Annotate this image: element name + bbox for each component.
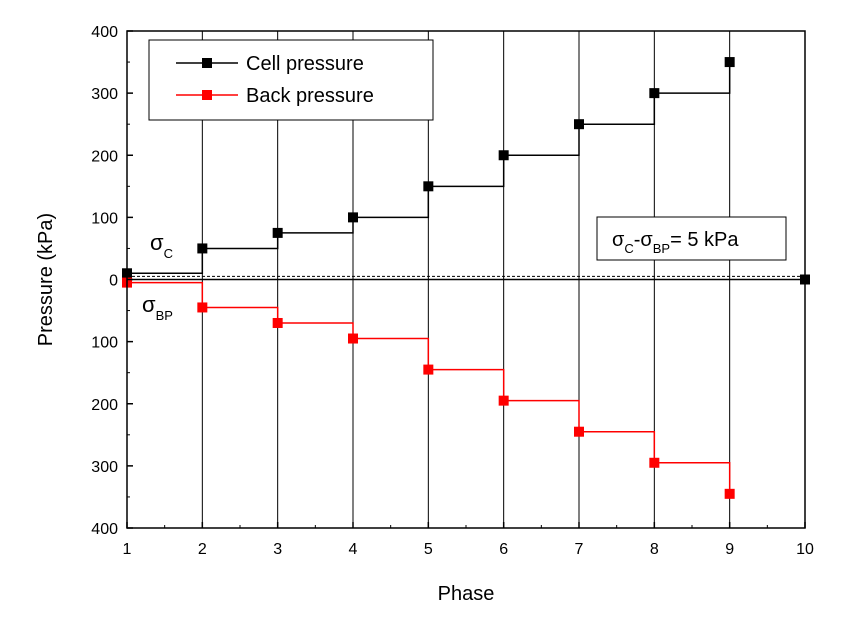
series-1-point-6 <box>574 426 584 437</box>
y-tick-label-2: 200 <box>91 148 118 165</box>
series-0-point-3 <box>348 212 358 223</box>
annotation-sub-2: BP <box>653 241 670 256</box>
legend: Cell pressure Back pressure <box>148 39 434 121</box>
series-1-point-1 <box>197 302 208 313</box>
x-tick-label-2: 2 <box>198 541 207 558</box>
y-tick-label-6: 200 <box>91 397 118 414</box>
annotation-sigma-1: σ <box>612 229 625 251</box>
annotation-sub-1: C <box>624 241 633 256</box>
series-1-point-5 <box>498 395 509 406</box>
annotation-box <box>596 216 787 261</box>
series-0-point-2 <box>272 227 283 238</box>
annotation-dash: - <box>634 229 641 251</box>
legend-label-cell: Cell pressure <box>246 53 364 75</box>
legend-marker-cell <box>202 58 212 68</box>
x-tick-label-3: 3 <box>273 541 282 558</box>
sigma-bp-symbol: σ <box>142 292 156 317</box>
y-tick-label-0: 400 <box>91 24 118 41</box>
annotation-rest: = 5 kPa <box>670 229 739 251</box>
sigma-c-label: σC <box>150 230 173 261</box>
x-axis-title: Phase <box>438 583 495 605</box>
x-tick-label-9: 9 <box>725 541 734 558</box>
x-tick-label-4: 4 <box>349 541 358 558</box>
series-0-point-5 <box>498 150 509 161</box>
series-0-point-1 <box>197 243 208 254</box>
series-1-point-8 <box>724 488 735 499</box>
series-0-point-6 <box>574 119 584 130</box>
series-0-point-4 <box>423 181 434 192</box>
x-tick-label-7: 7 <box>575 541 584 558</box>
zero-lines <box>127 275 805 281</box>
sigma-bp-subscript: BP <box>156 308 173 323</box>
series-1-point-3 <box>348 333 358 344</box>
x-tick-label-6: 6 <box>499 541 508 558</box>
y-tick-label-3: 100 <box>91 210 118 227</box>
sigma-c-subscript: C <box>164 246 173 261</box>
y-tick-label-1: 300 <box>91 86 118 103</box>
pressure-difference-annotation: σC-σBP= 5 kPa <box>596 216 787 261</box>
y-tick-label-7: 300 <box>91 459 118 476</box>
axis-ticks <box>126 30 806 529</box>
series-1-point-4 <box>423 364 434 375</box>
x-tick-label-8: 8 <box>650 541 659 558</box>
y-tick-label-8: 400 <box>91 521 118 538</box>
y-axis-title: Pressure (kPa) <box>35 213 57 346</box>
legend-label-back: Back pressure <box>246 85 374 107</box>
y-tick-label-5: 100 <box>91 335 118 352</box>
annotation-text: σC-σBP= 5 kPa <box>612 229 739 256</box>
series-layer <box>122 57 810 499</box>
legend-marker-back <box>202 90 212 100</box>
annotation-sigma-2: σ <box>640 229 653 251</box>
series-1-point-7 <box>649 457 660 468</box>
x-tick-label-1: 1 <box>123 541 132 558</box>
series-1-point-2 <box>272 317 283 328</box>
series-0-point-8 <box>724 57 735 68</box>
sigma-c-symbol: σ <box>150 230 164 255</box>
legend-box <box>148 39 434 121</box>
x-tick-label-5: 5 <box>424 541 433 558</box>
x-tick-label-10: 10 <box>796 541 814 558</box>
tick-labels: 1 2 3 4 5 6 7 8 9 10 400 300 200 100 0 100 200 300 400 <box>91 24 814 558</box>
y-tick-label-4: 0 <box>109 273 118 290</box>
series-0-point-7 <box>649 88 660 99</box>
sigma-bp-label: σBP <box>142 292 173 323</box>
